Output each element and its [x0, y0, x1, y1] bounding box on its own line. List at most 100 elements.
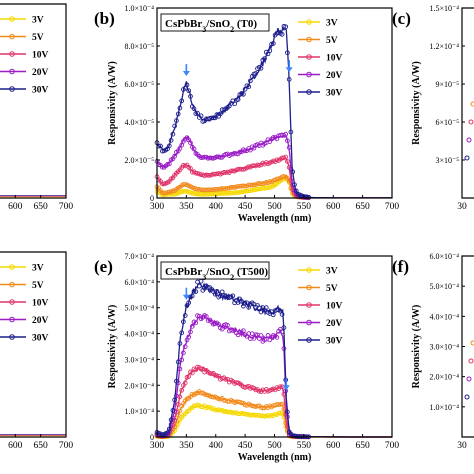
legend-label: 20V [326, 71, 343, 81]
x-axis-label: Wavelength (nm) [238, 213, 312, 224]
data-point [182, 313, 188, 318]
legend-label: 20V [32, 68, 49, 78]
peak-arrow [182, 287, 190, 300]
data-point [179, 330, 185, 336]
data-point [188, 140, 193, 146]
data-point [166, 143, 172, 149]
legend-marker [306, 19, 312, 25]
y-axis-label: Responsivity (A/W) [107, 305, 118, 389]
legend-marker [306, 54, 312, 60]
data-point [177, 341, 183, 346]
data-point [470, 101, 474, 107]
sample-label: CsPbBr3/SnO2 (T500) [160, 261, 270, 282]
y-tick-label: 0 [150, 194, 154, 203]
data-point [239, 298, 244, 304]
peak-arrow [182, 64, 190, 76]
panel-d: 600 650 700 3V 5V 10V 20V 30V [0, 251, 73, 451]
data-point [174, 378, 179, 384]
data-point [172, 123, 177, 129]
data-point [464, 155, 470, 161]
data-point [279, 312, 285, 317]
x-tick-label: 650 [34, 441, 49, 451]
legend-marker [306, 337, 312, 343]
data-point [177, 105, 183, 111]
plot-frame [461, 7, 474, 199]
data-point [188, 329, 193, 335]
legend-label: 3V [326, 267, 338, 277]
panel-letter-c: (c) [392, 9, 411, 28]
data-point [274, 335, 280, 340]
series-line-3v [156, 404, 392, 438]
x-tick-label: 350 [179, 441, 194, 451]
data-point [205, 285, 211, 290]
sample-label-text: CsPbBr3/SnO2 (T0) [165, 18, 257, 34]
data-point [248, 78, 253, 84]
legend-marker [9, 316, 15, 323]
data-point [170, 131, 176, 137]
y-axis-label: Responsivity (A/W) [411, 305, 422, 389]
legend-marker [9, 86, 15, 92]
data-point [279, 401, 285, 407]
data-point [211, 115, 216, 121]
legend-marker [9, 264, 15, 270]
y-tick-label: 6.0×10⁻⁴ [429, 252, 459, 261]
data-point [219, 289, 225, 295]
x-tick-label: 400 [209, 441, 224, 451]
data-point [170, 408, 176, 413]
legend-label: 5V [326, 36, 338, 46]
panel-letter-b: (b) [94, 9, 115, 28]
y-tick-label: 4.0×10⁻⁴ [124, 330, 154, 339]
data-point [230, 293, 236, 299]
data-point [188, 166, 193, 171]
x-tick-label: 650 [356, 441, 371, 451]
data-point [174, 118, 179, 123]
data-point [466, 137, 472, 143]
data-point [214, 288, 220, 294]
y-tick-label: 7.0×10⁻⁴ [124, 252, 154, 261]
panel-c: 3×10⁻⁵ 6×10⁻⁵ 9×10⁻⁵ 1.2×10⁻⁴ 1.5×10⁻⁴ 30 Resp… [392, 4, 474, 212]
legend-label: 10V [326, 302, 343, 312]
x-tick-label: 700 [385, 441, 400, 451]
data-point [223, 377, 229, 382]
legend-label: 10V [32, 299, 49, 309]
legend-label: 20V [326, 319, 343, 329]
y-tick-label: 3×10⁻⁵ [435, 156, 459, 165]
legend: 3V 5V 10V 20V 30V [298, 267, 343, 347]
x-tick-label: 500 [267, 441, 282, 451]
data-point [193, 289, 199, 294]
panel-a: 600 650 700 3V 5V 10V 20V 30V [0, 3, 73, 212]
data-point [172, 397, 177, 403]
legend-label: 10V [32, 51, 49, 61]
legend-marker [9, 299, 15, 305]
data-point [165, 430, 170, 435]
data-point [182, 344, 188, 349]
data-point [158, 143, 163, 149]
data-point [290, 169, 296, 175]
data-point [292, 182, 297, 187]
legend-label: 5V [32, 281, 44, 291]
legend-label: 30V [32, 334, 49, 344]
data-point [306, 194, 311, 200]
data-point [175, 359, 181, 365]
data-point [172, 153, 177, 159]
data-point [191, 146, 197, 152]
x-tick-label: 350 [179, 202, 194, 212]
data-point [241, 328, 246, 334]
data-point [186, 88, 192, 94]
data-point [225, 322, 230, 328]
data-point [278, 384, 283, 390]
data-point [263, 305, 269, 310]
legend-marker [306, 284, 312, 291]
legend-label: 20V [32, 316, 49, 326]
y-tick-label: 3.0×10⁻⁴ [124, 355, 154, 364]
data-point [182, 380, 188, 386]
y-tick-label: 1.2×10⁻⁴ [429, 42, 459, 51]
data-point [285, 409, 290, 415]
legend-marker [9, 51, 15, 57]
data-point [179, 98, 185, 104]
data-point [253, 332, 259, 338]
data-point [283, 131, 289, 137]
y-tick-label: 4.0×10⁻⁵ [124, 118, 154, 127]
data-point [186, 300, 192, 306]
